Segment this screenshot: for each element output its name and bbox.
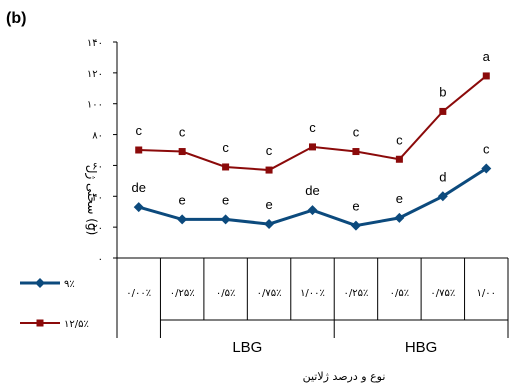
x-tick-label: ۰/۰۰٪ [126,288,151,299]
data-point [220,214,231,225]
data-point [350,220,361,231]
x-tick-label: ۰/۲۵٪ [344,288,369,299]
significance-label: c [135,123,142,138]
significance-label: a [483,49,491,64]
significance-label: e [352,199,359,214]
x-tick-label: ۰/۷۵٪ [430,288,455,299]
group-label: HBG [405,339,438,356]
legend-marker [36,319,44,327]
data-point [437,191,448,202]
legend: ۹٪ ۱۲/۵٪ [20,278,89,330]
significance-label: de [305,183,319,198]
data-point [177,214,188,225]
x-tick-label: ۰/۲۵٪ [170,288,195,299]
data-point [352,148,360,156]
y-tick-label: ۴۰ [92,192,103,203]
significance-label: b [439,84,446,99]
y-tick-label: ۱۲۰ [87,69,103,80]
legend-marker [35,278,45,288]
data-point [265,166,273,174]
x-tick-label: ۰/۵٪ [216,288,235,299]
series-b: c c c c c c c b a [135,49,491,174]
y-tick-label: ۶۰ [92,161,103,172]
significance-label: e [396,191,403,206]
y-tick-label: ۲۰ [92,223,103,234]
x-tick-label: ۱/۰۰ [477,288,496,299]
significance-label: e [222,192,229,207]
y-axis-label: سختی ژل (g) [84,165,99,236]
significance-label: c [222,140,229,155]
data-point [482,72,490,80]
axes [116,42,508,259]
y-tick-label: ۰ [98,254,103,265]
significance-label: c [353,125,360,140]
data-point [481,163,492,174]
x-axis-label: نوع و درصد ژلاتین [303,370,386,383]
y-tick-label: ۱۰۰ [87,100,103,111]
data-point [178,148,186,156]
significance-label: e [265,197,272,212]
data-point [264,219,275,230]
significance-label: c [179,125,186,140]
data-point [135,146,143,154]
data-point [439,107,447,115]
legend-label: ۱۲/۵٪ [64,319,89,330]
data-point [133,202,144,213]
y-tick-label: ۸۰ [92,131,103,142]
x-tick-label: ۱/۰۰٪ [300,288,325,299]
panel-label: (b) [6,10,27,27]
data-point [395,155,403,163]
x-tick-label: ۰/۷۵٪ [257,288,282,299]
significance-label: c [483,142,490,157]
significance-label: c [309,120,316,135]
y-ticks: ۰ ۲۰ ۴۰ ۶۰ ۸۰ ۱۰۰ ۱۲۰ ۱۴۰ [87,38,117,265]
series-a: de e e e de e e d c [131,142,492,231]
data-point [222,163,230,171]
data-point [394,212,405,223]
data-point [307,205,318,216]
group-label: LBG [232,339,262,356]
y-tick-label: ۱۴۰ [87,38,103,49]
x-axis-table: ۰/۰۰٪ ۰/۲۵٪ ۰/۵٪ ۰/۷۵٪ ۱/۰۰٪ ۰/۲۵٪ ۰/۵٪ ۰/۷۵٪ ۱/… [116,258,509,356]
significance-label: de [131,180,145,195]
x-tick-label: ۰/۵٪ [390,288,409,299]
data-point [309,143,316,151]
series-layer: de e e e de e e d c c c c c c c c b a [131,49,492,231]
significance-label: c [266,143,273,158]
significance-label: d [439,169,446,184]
significance-label: c [396,132,403,147]
legend-label: ۹٪ [64,279,75,290]
significance-label: e [179,192,186,207]
